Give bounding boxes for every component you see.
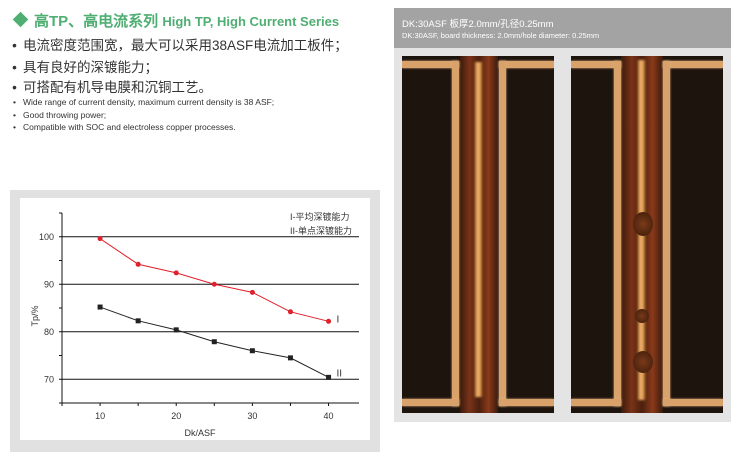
- data-point: [135, 318, 141, 324]
- feature-text: Wide range of current density, maximum c…: [23, 97, 275, 107]
- data-point: [287, 309, 293, 315]
- data-point: [173, 270, 179, 276]
- caption-en: DK:30ASF, board thickness: 2.0mm/hole di…: [402, 31, 600, 40]
- feature-zh: • 电流密度范围宽，最大可以采用38ASF电流加工板件；: [12, 34, 348, 54]
- y-tick-label: 90: [44, 279, 54, 289]
- data-point: [211, 339, 217, 345]
- series-line-I: [99, 238, 329, 322]
- caption-zh: DK:30ASF 板厚2.0mm/孔径0.25mm: [402, 19, 554, 30]
- legend-entry: I-平均深镀能力: [290, 211, 350, 222]
- data-point: [173, 327, 179, 333]
- title-en: High TP, High Current Series: [162, 14, 340, 29]
- bullet: •: [13, 122, 16, 132]
- legend-entry: II-单点深镀能力: [290, 225, 352, 236]
- feature-text: 具有良好的深镀能力；: [23, 60, 158, 75]
- data-point: [135, 261, 141, 267]
- data-point: [287, 355, 293, 361]
- feature-text: 电流密度范围宽，最大可以采用38ASF电流加工板件；: [23, 38, 348, 53]
- data-point: [97, 304, 103, 310]
- feature-zh: • 可搭配有机导电膜和沉铜工艺。: [12, 76, 212, 96]
- bullet: •: [13, 110, 16, 120]
- series-label: I: [337, 314, 340, 325]
- photo-panel: DK:30ASF 板厚2.0mm/孔径0.25mm DK:30ASF, boar…: [394, 8, 731, 422]
- data-point: [97, 236, 103, 242]
- bullet: •: [12, 60, 17, 75]
- data-point: [211, 281, 217, 287]
- feature-en: • Compatible with SOC and electroless cop…: [12, 122, 236, 132]
- x-tick-label: 30: [247, 411, 257, 421]
- data-point: [326, 374, 332, 380]
- cross-section-photo: [571, 56, 723, 413]
- diamond-icon: [12, 11, 29, 28]
- data-point: [249, 289, 255, 295]
- bullet: •: [12, 80, 17, 95]
- chart-panel: 70 80 90 100 10 20 30 40 I II I-平均深镀能力 II-单点深镀能力 …: [10, 190, 380, 452]
- cross-section-photo: [402, 56, 554, 413]
- x-tick-label: 10: [95, 411, 105, 421]
- y-tick-label: 70: [44, 374, 54, 384]
- feature-en: • Good throwing power;: [12, 110, 106, 120]
- bullet: •: [13, 97, 16, 107]
- feature-text: 可搭配有机导电膜和沉铜工艺。: [23, 80, 212, 95]
- section-title: 高TP、高电流系列 High TP, High Current Series: [12, 10, 339, 31]
- bullet: •: [12, 38, 17, 53]
- x-tick-label: 20: [171, 411, 181, 421]
- y-axis-label: Tp/%: [30, 305, 40, 326]
- photo-caption: DK:30ASF 板厚2.0mm/孔径0.25mm DK:30ASF, boar…: [394, 8, 731, 48]
- x-axis-label: Dk/ASF: [184, 428, 216, 438]
- feature-zh: • 具有良好的深镀能力；: [12, 56, 158, 76]
- data-point: [249, 348, 255, 354]
- y-tick-label: 80: [44, 327, 54, 337]
- chart-area: 70 80 90 100 10 20 30 40 I II I-平均深镀能力 II-单点深镀能力 …: [20, 198, 370, 440]
- feature-text: Good throwing power;: [23, 110, 107, 120]
- series-label: II: [337, 368, 343, 379]
- data-point: [326, 318, 332, 324]
- feature-en: • Wide range of current density, maximum …: [12, 97, 274, 107]
- x-tick-label: 40: [324, 411, 334, 421]
- title-zh: 高TP、高电流系列: [34, 13, 159, 30]
- feature-text: Compatible with SOC and electroless copp…: [23, 122, 236, 132]
- y-tick-label: 100: [39, 232, 54, 242]
